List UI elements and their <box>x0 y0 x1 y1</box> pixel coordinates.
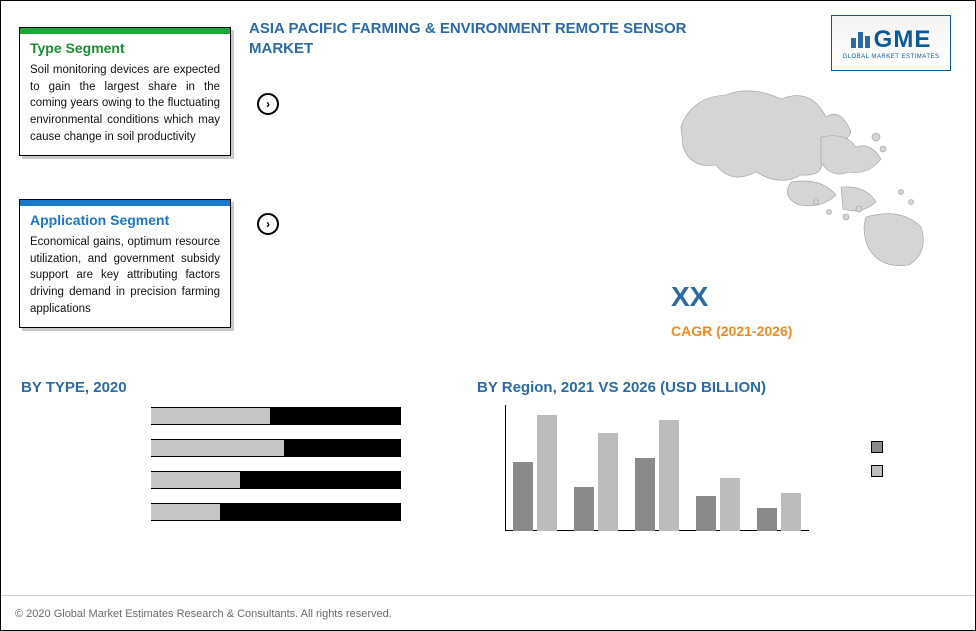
hbar-fill <box>151 472 241 488</box>
vchart-bar-series2 <box>537 415 557 531</box>
legend-item <box>871 441 889 453</box>
vchart-bar-series1 <box>696 496 716 531</box>
hbar-track <box>151 407 401 425</box>
vchart-bar-series1 <box>513 462 533 531</box>
application-segment-body: Economical gains, optimum resource utili… <box>30 234 220 317</box>
vchart-bar-series2 <box>598 433 618 531</box>
logo-text: GME <box>874 26 932 54</box>
by-type-chart <box>151 407 401 535</box>
vchart-group <box>572 433 620 531</box>
bullet-row-2: › <box>257 211 617 235</box>
vchart-group <box>633 420 681 531</box>
asia-pacific-map <box>671 77 941 277</box>
vchart-bar-series1 <box>574 487 594 531</box>
footer-divider <box>1 595 975 596</box>
hbar-row <box>151 439 401 457</box>
hbar-fill <box>151 504 221 520</box>
application-segment-strip <box>20 200 230 206</box>
logo-bars-icon <box>851 32 870 48</box>
hbar-row <box>151 407 401 425</box>
vchart-bar-series2 <box>659 420 679 531</box>
by-region-chart <box>477 401 897 551</box>
by-region-title: BY Region, 2021 VS 2026 (USD BILLION) <box>477 379 766 396</box>
copyright-text: © 2020 Global Market Estimates Research … <box>15 608 392 620</box>
legend-swatch <box>871 465 883 477</box>
page-title: ASIA PACIFIC FARMING & ENVIRONMENT REMOT… <box>249 19 689 58</box>
vchart-bar-series1 <box>635 458 655 531</box>
vchart-bar-series2 <box>720 478 740 531</box>
type-segment-strip <box>20 28 230 34</box>
logo-subtext: GLOBAL MARKET ESTIMATES <box>842 54 939 60</box>
hbar-row <box>151 471 401 489</box>
hbar-track <box>151 503 401 521</box>
vchart-bar-series2 <box>781 493 801 531</box>
hbar-row <box>151 503 401 521</box>
legend-swatch <box>871 441 883 453</box>
hbar-fill <box>151 440 285 456</box>
vchart-group <box>511 415 559 531</box>
hbar-fill <box>151 408 271 424</box>
application-segment-card: Application Segment Economical gains, op… <box>19 199 231 328</box>
type-segment-title: Type Segment <box>30 40 220 56</box>
hbar-track <box>151 439 401 457</box>
chevron-right-icon: › <box>257 213 279 235</box>
chart-legend <box>871 441 889 477</box>
application-segment-title: Application Segment <box>30 212 220 228</box>
type-segment-card: Type Segment Soil monitoring devices are… <box>19 27 231 156</box>
legend-item <box>871 465 889 477</box>
vchart-bar-series1 <box>757 508 777 531</box>
vchart-group <box>755 493 803 531</box>
hbar-track <box>151 471 401 489</box>
vchart-group <box>694 478 742 531</box>
chevron-right-icon: › <box>257 93 279 115</box>
by-type-title: BY TYPE, 2020 <box>21 379 127 396</box>
cagr-value: XX <box>671 281 708 313</box>
bullet-row-1: › <box>257 91 617 115</box>
logo: GME GLOBAL MARKET ESTIMATES <box>831 15 951 71</box>
type-segment-body: Soil monitoring devices are expected to … <box>30 62 220 145</box>
cagr-label: CAGR (2021-2026) <box>671 323 792 339</box>
